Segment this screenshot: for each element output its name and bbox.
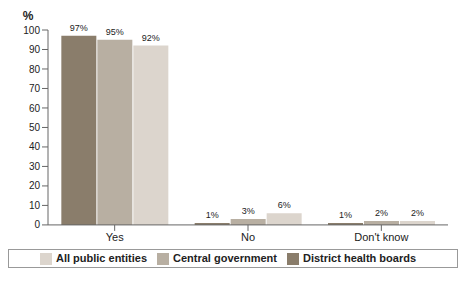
- html-text:Central government: Central government: [173, 251, 277, 264]
- svg-text:6%: 6%: [278, 200, 291, 210]
- svg-text:1%: 1%: [339, 210, 352, 220]
- svg-text:92%: 92%: [142, 33, 160, 43]
- html-text:All public entities: All public entities: [56, 251, 147, 264]
- svg-text:95%: 95%: [106, 27, 124, 37]
- svg-text:80: 80: [29, 64, 41, 75]
- svg-text:60: 60: [29, 103, 41, 114]
- svg-text:97%: 97%: [70, 23, 88, 33]
- svg-text:100: 100: [23, 25, 40, 36]
- svg-text:70: 70: [29, 83, 41, 94]
- svg-text:No: No: [241, 231, 255, 243]
- svg-text:50: 50: [29, 122, 41, 133]
- svg-text:90: 90: [29, 44, 41, 55]
- svg-text:20: 20: [29, 180, 41, 191]
- svg-text:10: 10: [29, 200, 41, 211]
- svg-text:2%: 2%: [375, 208, 388, 218]
- svg-text:30: 30: [29, 161, 41, 172]
- svg-text:Yes: Yes: [106, 231, 124, 243]
- svg-text:%: %: [23, 9, 34, 23]
- html-text:District health boards: District health boards: [303, 251, 416, 264]
- svg-text:0: 0: [34, 219, 40, 230]
- svg-text:3%: 3%: [242, 206, 255, 216]
- svg-text:1%: 1%: [206, 210, 219, 220]
- svg-text:2%: 2%: [411, 208, 424, 218]
- svg-text:40: 40: [29, 141, 41, 152]
- svg-text:Don't know: Don't know: [354, 231, 408, 243]
